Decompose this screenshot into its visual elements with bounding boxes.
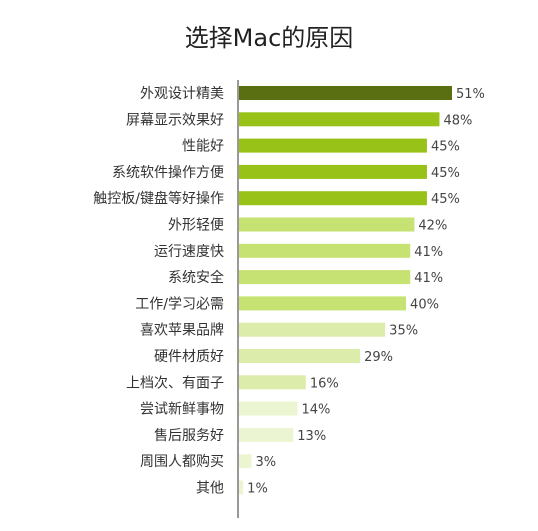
value-label-5: 42% — [418, 219, 447, 234]
value-label-2: 45% — [431, 140, 460, 155]
category-label-11: 上档次、有面子 — [126, 375, 224, 391]
value-label-13: 13% — [297, 429, 326, 444]
bar-8 — [239, 296, 407, 311]
bar-4 — [239, 191, 427, 206]
value-label-14: 3% — [256, 455, 277, 470]
bar-6 — [239, 243, 411, 258]
category-label-15: 其他 — [196, 481, 224, 497]
category-label-13: 售后服务好 — [154, 428, 224, 444]
value-label-1: 48% — [443, 113, 472, 128]
bar-15 — [239, 480, 244, 495]
bar-5 — [239, 217, 415, 232]
bar-9 — [239, 322, 386, 337]
value-label-9: 35% — [389, 324, 418, 339]
category-label-3: 系统软件操作方便 — [112, 165, 224, 181]
category-label-2: 性能好 — [182, 139, 224, 155]
bar-2 — [239, 138, 427, 153]
bars-group — [239, 86, 452, 495]
category-labels-group: 外观设计精美屏幕显示效果好性能好系统软件操作方便触控板/键盘等好操作外形轻便运行… — [93, 86, 224, 497]
category-label-4: 触控板/键盘等好操作 — [93, 190, 224, 207]
category-label-6: 运行速度快 — [154, 244, 224, 260]
bar-11 — [239, 375, 306, 390]
bar-3 — [239, 164, 427, 179]
bar-12 — [239, 401, 298, 416]
value-label-4: 45% — [431, 192, 460, 207]
bar-13 — [239, 427, 294, 442]
value-label-6: 41% — [414, 245, 443, 260]
bar-0 — [239, 86, 452, 100]
category-label-7: 系统安全 — [168, 269, 224, 286]
value-label-12: 14% — [301, 403, 330, 418]
category-label-10: 硬件材质好 — [154, 349, 224, 365]
bar-10 — [239, 349, 361, 363]
bar-1 — [239, 112, 440, 127]
value-label-7: 41% — [414, 271, 443, 286]
category-label-5: 外形轻便 — [168, 218, 224, 234]
value-label-0: 51% — [456, 87, 485, 102]
category-label-14: 周围人都购买 — [140, 454, 224, 470]
category-label-8: 工作/学习必需 — [135, 296, 224, 312]
bar-14 — [239, 454, 252, 469]
value-label-8: 40% — [410, 297, 439, 312]
category-label-0: 外观设计精美 — [140, 86, 224, 102]
value-label-10: 29% — [364, 350, 393, 365]
value-label-11: 16% — [310, 376, 339, 391]
category-label-1: 屏幕显示效果好 — [126, 112, 224, 128]
chart-title: 选择Mac的原因 — [185, 24, 354, 52]
value-labels-group: 51% 48% 45% 45% 45% 42% 41% 41% 40% 35% 29% 16% 14% 1… — [247, 87, 485, 497]
bar-7 — [239, 270, 411, 285]
category-label-9: 喜欢苹果品牌 — [140, 322, 224, 339]
category-label-12: 尝试新鲜事物 — [140, 402, 224, 418]
value-label-3: 45% — [431, 166, 460, 181]
value-label-15: 1% — [247, 482, 268, 497]
